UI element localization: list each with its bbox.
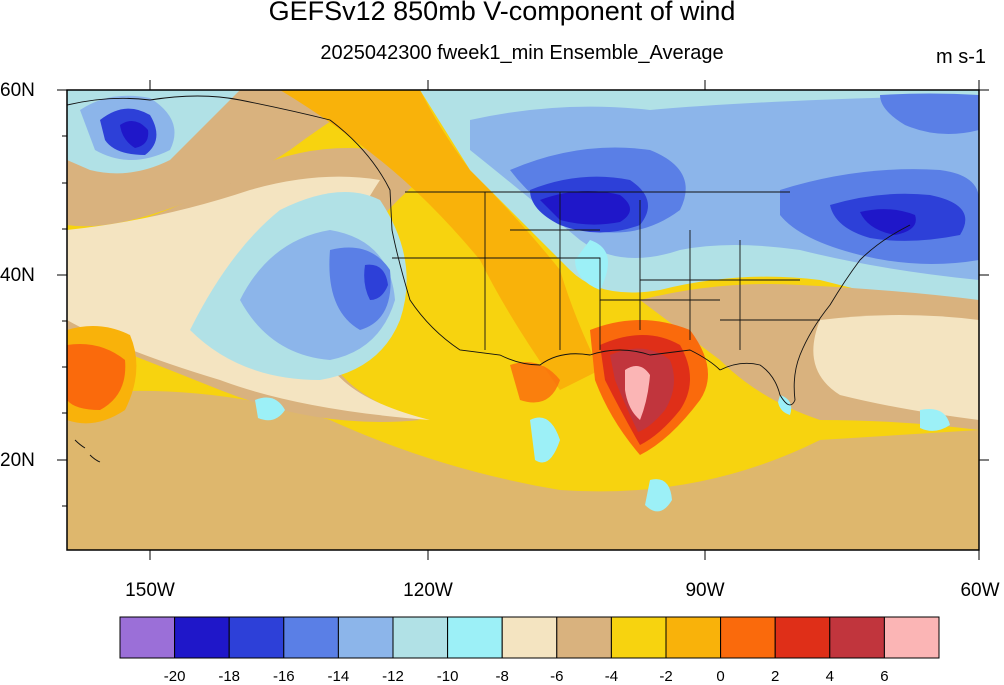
units-label: m s-1	[936, 46, 986, 68]
colorbar-label: -20	[163, 668, 186, 685]
colorbar-box	[501, 616, 558, 659]
lon-label-120w: 120W	[403, 580, 453, 601]
colorbar-box	[174, 616, 230, 659]
coastlines	[67, 95, 911, 463]
colorbar-box	[665, 616, 722, 659]
lat-label-60n: 60N	[0, 80, 35, 101]
colorbar-label: -12	[382, 668, 404, 685]
map-frame	[66, 89, 980, 551]
colorbar-box	[337, 616, 394, 659]
colorbar-label: -6	[550, 668, 564, 685]
wind-field	[67, 90, 979, 550]
colorbar-label: 4	[825, 668, 834, 685]
colorbar-label: 0	[716, 668, 725, 685]
map-subtitle: 2025042300 fweek1_min Ensemble_Average	[320, 42, 724, 64]
colorbar-box	[829, 616, 885, 659]
colorbar-label: -10	[436, 668, 459, 685]
lon-label-150w: 150W	[125, 580, 175, 601]
colorbar-box	[610, 616, 667, 659]
colorbar-box	[392, 616, 449, 659]
colorbar-box	[720, 616, 776, 659]
colorbar-box	[283, 616, 339, 659]
colorbar-box	[774, 616, 831, 659]
lat-label-40n: 40N	[0, 265, 35, 286]
lon-label-60w: 60W	[960, 580, 1000, 601]
colorbar-label: -14	[327, 668, 350, 685]
colorbar	[119, 616, 940, 659]
colorbar-label: -2	[659, 668, 673, 685]
colorbar-box	[883, 616, 940, 659]
colorbar-label: -8	[495, 668, 509, 685]
colorbar-label: -4	[604, 668, 619, 685]
colorbar-box	[228, 616, 285, 659]
colorbar-label: -16	[272, 668, 295, 685]
lon-label-90w: 90W	[685, 580, 725, 601]
map-title: GEFSv12 850mb V-component of wind	[268, 0, 736, 26]
colorbar-label: 6	[880, 668, 889, 685]
colorbar-label: 2	[771, 668, 780, 685]
axis-ticks	[57, 80, 989, 560]
colorbar-box	[447, 616, 503, 659]
colorbar-label: -18	[218, 668, 241, 685]
lat-label-20n: 20N	[0, 450, 35, 471]
colorbar-box	[119, 616, 176, 659]
colorbar-box	[556, 616, 612, 659]
